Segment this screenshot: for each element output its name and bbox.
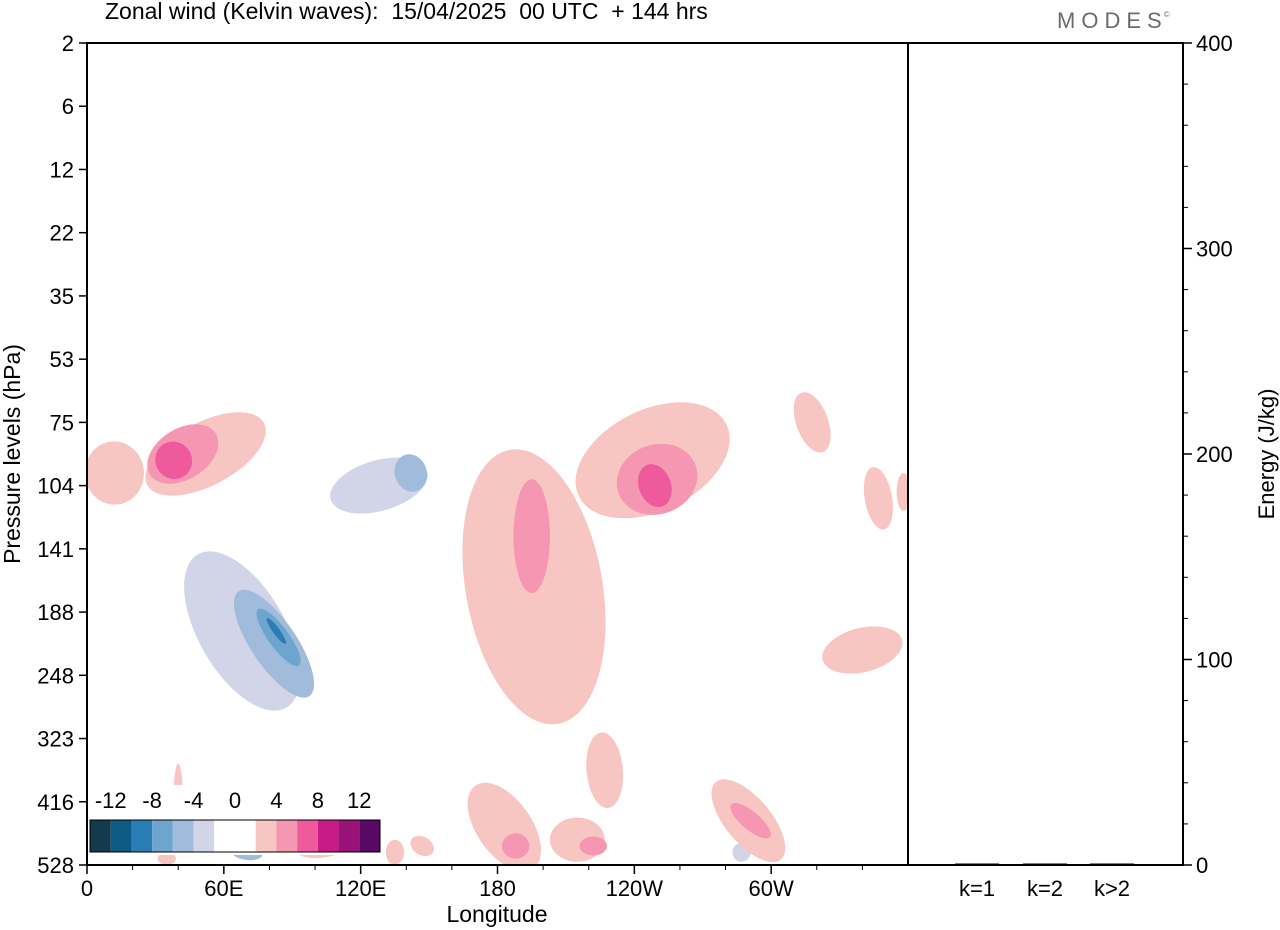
colorbar-swatch-4 [172, 820, 194, 852]
colorbar-swatch-8 [276, 820, 298, 852]
contour-positive-36 [793, 392, 831, 453]
contour-positive-32 [513, 479, 550, 594]
energy-axis: 0 100 200 300 400 [1183, 31, 1233, 878]
colorbar-label-0: -12 [95, 788, 127, 813]
colorbar-label-6: 12 [347, 788, 371, 813]
colorbar-swatch-7 [255, 820, 277, 852]
colorbar-swatch-0 [90, 820, 111, 852]
energy-tick-label-4: 400 [1196, 31, 1233, 56]
x-tick-label-5: 60W [749, 876, 794, 901]
contour-positive-35 [863, 467, 893, 530]
energy-category-label-2: k>2 [1094, 876, 1130, 901]
contour-positive-47 [410, 835, 435, 857]
y-tick-label-10: 248 [37, 663, 74, 688]
x-tick-label-4: 120W [606, 876, 664, 901]
x-tick-label-0: 0 [81, 876, 93, 901]
brand-wordmark: MODES [1057, 8, 1168, 33]
contour-positive-34 [822, 626, 903, 674]
y-tick-label-0: 2 [62, 31, 74, 56]
energy-axis-label: Energy (J/kg) [1254, 389, 1279, 520]
contour-negative-22 [576, 227, 624, 277]
contour-positive-49 [730, 803, 771, 839]
brand-mark: © [1163, 10, 1170, 19]
colorbar-label-3: 0 [229, 788, 241, 813]
contour-positive-51 [385, 839, 404, 865]
contour-negative-4 [266, 618, 286, 644]
colorbar-outline [89, 819, 381, 853]
y-tick-label-8: 141 [37, 537, 74, 562]
colorbar-label-2: -4 [184, 788, 204, 813]
colorbar-swatch-6 [214, 820, 256, 852]
colorbar-label-5: 8 [312, 788, 324, 813]
colorbar-label-4: 4 [270, 788, 282, 813]
y-tick-label-13: 528 [37, 853, 74, 878]
contour-negative-19 [655, 766, 700, 800]
colorbar-swatch-10 [317, 820, 339, 852]
contour-positive-33 [586, 732, 624, 808]
x-tick-label-3: 180 [479, 876, 516, 901]
y-axis: 2 6 12 22 35 53 75 104 141 188 248 323 416 528 [37, 31, 87, 878]
contour-negative-23 [816, 447, 836, 499]
energy-category-label-0: k=1 [959, 876, 995, 901]
contour-positive-37 [896, 472, 908, 511]
y-tick-label-5: 53 [50, 347, 74, 372]
colorbar: -12 -8 -4 0 4 8 12 [88, 785, 384, 855]
y-tick-label-6: 75 [50, 410, 74, 435]
y-axis-label: Pressure levels (hPa) [0, 344, 25, 564]
x-tick-label-1: 60E [204, 876, 243, 901]
y-tick-label-11: 323 [37, 727, 74, 752]
contour-positive-31 [638, 464, 672, 508]
x-axis-label: Longitude [446, 901, 547, 927]
colorbar-swatch-2 [131, 820, 153, 852]
x-axis: 0 60E 120E 180 120W 60W [81, 865, 863, 901]
colorbar-swatch-12 [359, 820, 380, 852]
colorbar-swatch-3 [152, 820, 173, 852]
energy-tick-label-1: 100 [1196, 648, 1233, 673]
contour-positive-46 [157, 852, 176, 865]
colorbar-swatch-9 [297, 820, 318, 852]
brand-logo: MODES© [1057, 8, 1174, 34]
y-tick-label-3: 22 [50, 221, 74, 246]
y-tick-label-9: 188 [37, 600, 74, 625]
energy-tick-label-2: 200 [1196, 442, 1233, 467]
energy-tick-label-0: 0 [1196, 853, 1208, 878]
energy-frame [907, 42, 1184, 866]
x-tick-label-2: 120E [335, 876, 386, 901]
energy-tick-label-3: 300 [1196, 237, 1233, 262]
energy-category-label-1: k=2 [1027, 876, 1063, 901]
y-tick-label-4: 35 [50, 284, 74, 309]
colorbar-swatch-5 [193, 820, 215, 852]
y-tick-label-2: 12 [50, 157, 74, 182]
y-tick-label-12: 416 [37, 790, 74, 815]
energy-panel: k=1 k=2 k>2 [955, 863, 1134, 901]
contour-positive-39 [502, 833, 530, 859]
colorbar-swatch-1 [110, 820, 132, 852]
contour-negative-20 [780, 776, 799, 828]
y-tick-label-1: 6 [62, 94, 74, 119]
contour-field [87, 176, 908, 865]
contour-positive-41 [579, 836, 607, 856]
contour-positive-27 [87, 441, 145, 505]
colorbar-swatch-11 [338, 820, 360, 852]
contour-negative-7 [394, 454, 428, 492]
contour-positive-26 [155, 441, 193, 480]
colorbar-label-1: -8 [142, 788, 162, 813]
y-tick-label-7: 104 [37, 474, 74, 499]
chart-title: Zonal wind (Kelvin waves): 15/04/2025 00… [105, 0, 708, 24]
